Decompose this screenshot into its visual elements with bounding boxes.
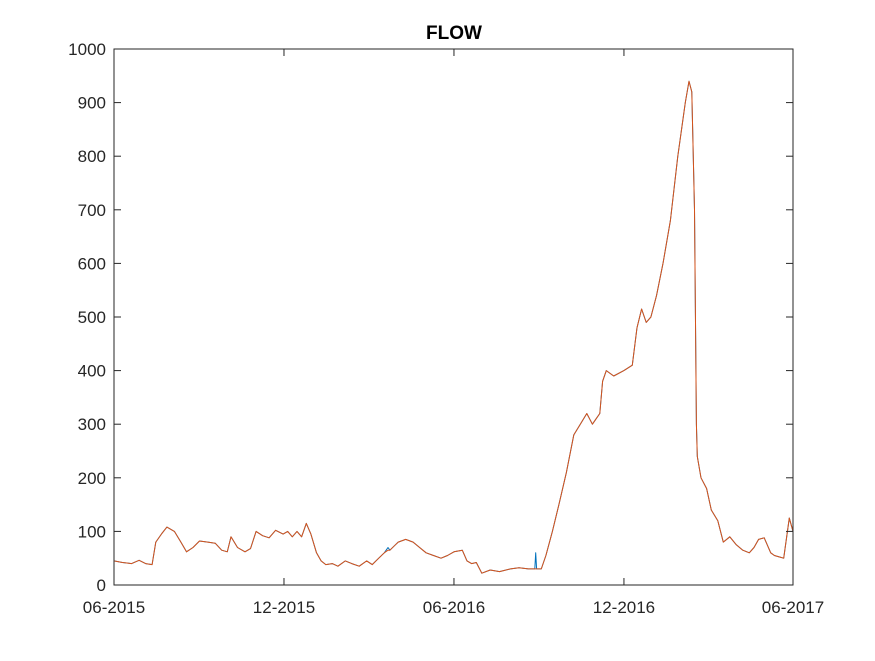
- x-tick-label: 06-2015: [83, 598, 145, 617]
- x-tick-label: 06-2017: [762, 598, 824, 617]
- series-line-2: [113, 80, 794, 574]
- y-tick-label: 800: [78, 147, 106, 166]
- y-tick-label: 300: [78, 415, 106, 434]
- y-tick-label: 100: [78, 522, 106, 541]
- y-tick-label: 200: [78, 469, 106, 488]
- chart-title: FLOW: [426, 23, 482, 44]
- y-tick-label: 900: [78, 94, 106, 113]
- y-tick-label: 500: [78, 308, 106, 327]
- y-tick-label: 400: [78, 362, 106, 381]
- y-axis: 0 100 200 300 400 500 600 700 800 900 1000: [68, 40, 793, 595]
- series-layer: [113, 80, 794, 574]
- y-tick-label: 600: [78, 254, 106, 273]
- x-tick-label: 12-2016: [593, 598, 655, 617]
- x-tick-label: 06-2016: [423, 598, 485, 617]
- axes-layer: [113, 48, 794, 586]
- y-tick-label: 1000: [68, 40, 106, 59]
- y-tick-label: 0: [97, 576, 106, 595]
- y-tick-label: 700: [78, 201, 106, 220]
- plot-frame: [113, 48, 794, 586]
- x-axis: 06-2015 12-2015 06-2016 12-2016 06-2017: [83, 49, 824, 617]
- series-line-1: [113, 80, 794, 574]
- x-tick-label: 12-2015: [253, 598, 315, 617]
